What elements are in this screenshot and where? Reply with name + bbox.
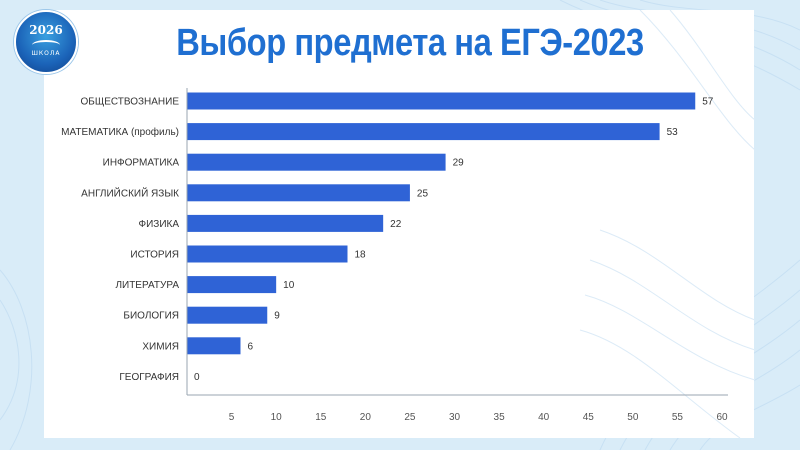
value-label: 6 bbox=[248, 341, 254, 352]
logo-word: ШКОЛА bbox=[31, 50, 61, 57]
x-tick-label: 60 bbox=[716, 412, 728, 423]
value-label: 10 bbox=[283, 280, 295, 291]
bar bbox=[187, 153, 446, 171]
chart-title: Выбор предмета на ЕГЭ-2023 bbox=[176, 22, 644, 64]
x-tick-label: 30 bbox=[449, 412, 461, 423]
x-tick-label: 10 bbox=[271, 412, 283, 423]
x-tick-label: 40 bbox=[538, 412, 550, 423]
bar bbox=[187, 337, 241, 355]
x-tick-label: 25 bbox=[404, 412, 416, 423]
category-label: ФИЗИКА bbox=[138, 219, 179, 230]
bar bbox=[187, 92, 696, 110]
category-label: МАТЕМАТИКА (профиль) bbox=[61, 126, 179, 138]
x-tick-label: 50 bbox=[627, 412, 639, 423]
x-tick-label: 55 bbox=[672, 412, 684, 423]
value-label: 25 bbox=[417, 188, 429, 199]
category-label: БИОЛОГИЯ bbox=[123, 311, 179, 322]
category-label: ИНФОРМАТИКА bbox=[103, 158, 180, 169]
value-label: 57 bbox=[702, 97, 714, 108]
chart-card bbox=[44, 10, 754, 438]
x-tick-label: 20 bbox=[360, 412, 372, 423]
value-label: 22 bbox=[390, 219, 402, 230]
book-icon bbox=[32, 40, 60, 50]
bar bbox=[187, 306, 268, 324]
school-logo: 2026 ШКОЛА bbox=[14, 10, 78, 74]
x-tick-label: 15 bbox=[315, 412, 327, 423]
value-label: 9 bbox=[274, 311, 280, 322]
logo-year: 2026 bbox=[29, 23, 63, 37]
x-tick-label: 5 bbox=[229, 412, 235, 423]
bar bbox=[187, 184, 410, 202]
category-label: ХИМИЯ bbox=[142, 341, 179, 352]
bar bbox=[187, 276, 277, 294]
x-tick-label: 35 bbox=[494, 412, 506, 423]
category-label: ЛИТЕРАТУРА bbox=[115, 280, 179, 291]
bar bbox=[187, 214, 384, 232]
value-label: 53 bbox=[667, 127, 679, 138]
value-label: 0 bbox=[194, 372, 200, 383]
value-label: 29 bbox=[453, 158, 465, 169]
category-label: ОБЩЕСТВОЗНАНИЕ bbox=[80, 97, 179, 108]
bar bbox=[187, 123, 660, 141]
category-label: АНГЛИЙСКИЙ ЯЗЫК bbox=[81, 186, 179, 199]
category-label: ИСТОРИЯ bbox=[130, 250, 179, 261]
bar bbox=[187, 245, 348, 263]
value-label: 18 bbox=[355, 250, 367, 261]
x-tick-label: 45 bbox=[583, 412, 595, 423]
category-label: ГЕОГРАФИЯ bbox=[119, 372, 179, 383]
